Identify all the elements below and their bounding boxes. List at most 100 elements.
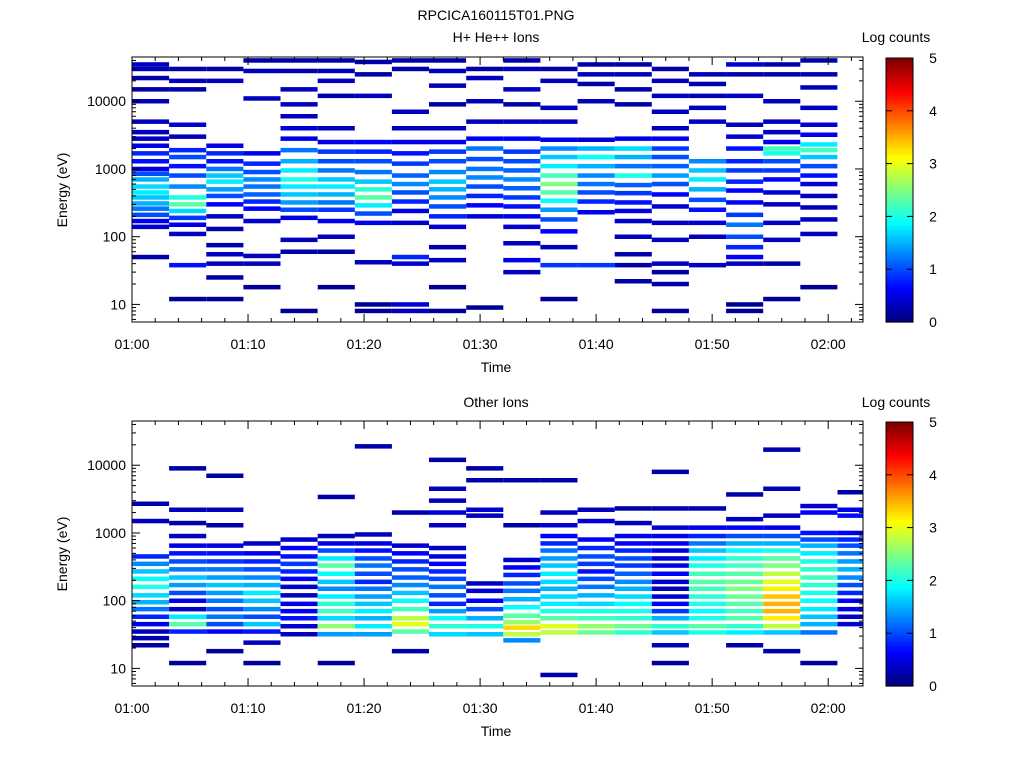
- heatmap-cell: [317, 78, 355, 84]
- heatmap-cell: [577, 630, 615, 635]
- heatmap-cell: [206, 559, 244, 564]
- colorbar-segment: [886, 184, 913, 188]
- heatmap-cell: [280, 136, 318, 141]
- heatmap-cell: [800, 58, 838, 63]
- colorbar-segment: [886, 113, 913, 117]
- heatmap-cell: [169, 598, 207, 603]
- heatmap-cell: [577, 584, 615, 590]
- heatmap-cell: [429, 608, 467, 614]
- colorbar-tick-label: 5: [929, 414, 937, 430]
- colorbar-segment: [886, 237, 913, 241]
- x-axis-ticks: 01:00 01:10 01:20 01:30 01:40 01:50 02:00: [114, 421, 852, 716]
- heatmap-cell: [726, 533, 764, 539]
- colorbar-segment: [886, 124, 913, 128]
- x-tick-label: 01:40: [579, 700, 614, 716]
- colorbar-segment: [886, 588, 913, 592]
- heatmap-cell: [651, 109, 689, 114]
- heatmap-cell: [614, 208, 652, 214]
- colorbar-segment: [886, 174, 913, 178]
- heatmap-cell: [503, 87, 541, 92]
- heatmap-cell: [503, 177, 541, 182]
- colorbar-segment: [886, 63, 913, 67]
- colorbar-segment: [886, 271, 913, 276]
- heatmap-cell: [354, 72, 392, 77]
- colorbar-segment: [886, 261, 913, 265]
- colorbar-tick-label: 3: [929, 520, 937, 536]
- heatmap-cell: [169, 567, 207, 572]
- heatmap-cell: [800, 567, 838, 572]
- heatmap-cell: [243, 218, 281, 224]
- heatmap-cell: [206, 159, 244, 164]
- colorbar-segment: [886, 643, 913, 647]
- colorbar-segment: [886, 672, 913, 677]
- heatmap-cell: [169, 262, 207, 268]
- heatmap-cell: [206, 173, 244, 178]
- heatmap-cell: [132, 606, 170, 612]
- heatmap-cell: [540, 296, 578, 302]
- colorbar-segment: [886, 295, 913, 299]
- heatmap-cell: [206, 275, 244, 280]
- heatmap-cell: [689, 105, 727, 111]
- colorbar-segment: [886, 548, 913, 552]
- heatmap-cell: [651, 469, 689, 475]
- heatmap-cell: [577, 561, 615, 567]
- heatmap-cell: [614, 630, 652, 635]
- heatmap-cell: [726, 541, 764, 546]
- heatmap-cell: [540, 119, 578, 124]
- colorbar-segment: [886, 451, 913, 455]
- heatmap-cell: [317, 139, 355, 145]
- heatmap-cell: [540, 523, 578, 528]
- heatmap-cell: [132, 99, 170, 104]
- heatmap-cell: [132, 129, 170, 135]
- heatmap-cell: [206, 187, 244, 192]
- heatmap-cell: [206, 166, 244, 172]
- heatmap-cell: [243, 640, 281, 645]
- heatmap-cell: [577, 81, 615, 87]
- heatmap-cell: [726, 302, 764, 307]
- heatmap-cell: [540, 262, 578, 268]
- heatmap-cell: [577, 210, 615, 215]
- heatmap-cell: [132, 254, 170, 260]
- heatmap-cell: [169, 134, 207, 139]
- heatmap-cell: [429, 498, 467, 503]
- heatmap-cell: [354, 541, 392, 546]
- heatmap-cell: [689, 541, 727, 546]
- heatmap-cell: [317, 249, 355, 254]
- heatmap-cell: [391, 190, 429, 195]
- colorbar-segment: [886, 219, 913, 223]
- heatmap-cell: [132, 190, 170, 195]
- heatmap-cell: [800, 503, 838, 509]
- heatmap-cell: [317, 660, 355, 666]
- heatmap-cell: [280, 593, 318, 598]
- heatmap-cell: [132, 584, 170, 590]
- colorbar-segment: [886, 514, 913, 518]
- x-tick-label: 01:10: [231, 336, 266, 352]
- heatmap-cell: [540, 198, 578, 203]
- heatmap-cell: [169, 551, 207, 556]
- heatmap-cell: [280, 207, 318, 212]
- heatmap-cell: [800, 530, 838, 536]
- heatmap-cell: [429, 457, 467, 463]
- y-tick-label: 1000: [95, 525, 126, 541]
- heatmap-cell: [429, 576, 467, 582]
- heatmap-cell: [503, 625, 541, 630]
- heatmap-cell: [429, 601, 467, 607]
- heatmap-cell: [763, 571, 801, 576]
- heatmap-cell: [689, 608, 727, 614]
- heatmap-cell: [577, 537, 615, 542]
- heatmap-cell: [391, 567, 429, 572]
- heatmap-cell: [317, 192, 355, 197]
- heatmap-cell: [800, 575, 838, 580]
- heatmap-cell: [243, 284, 281, 290]
- heatmap-cell: [614, 163, 652, 169]
- heatmap-cell: [726, 594, 764, 599]
- heatmap-cell: [132, 218, 170, 224]
- heatmap-cell: [317, 200, 355, 205]
- heatmap-cell: [466, 588, 504, 594]
- colorbar-segment: [886, 519, 913, 523]
- heatmap-cell: [132, 501, 170, 506]
- heatmap-cell: [206, 621, 244, 627]
- y-tick-label: 10: [110, 660, 126, 676]
- heatmap-cell: [651, 204, 689, 209]
- colorbar-segment: [886, 166, 913, 170]
